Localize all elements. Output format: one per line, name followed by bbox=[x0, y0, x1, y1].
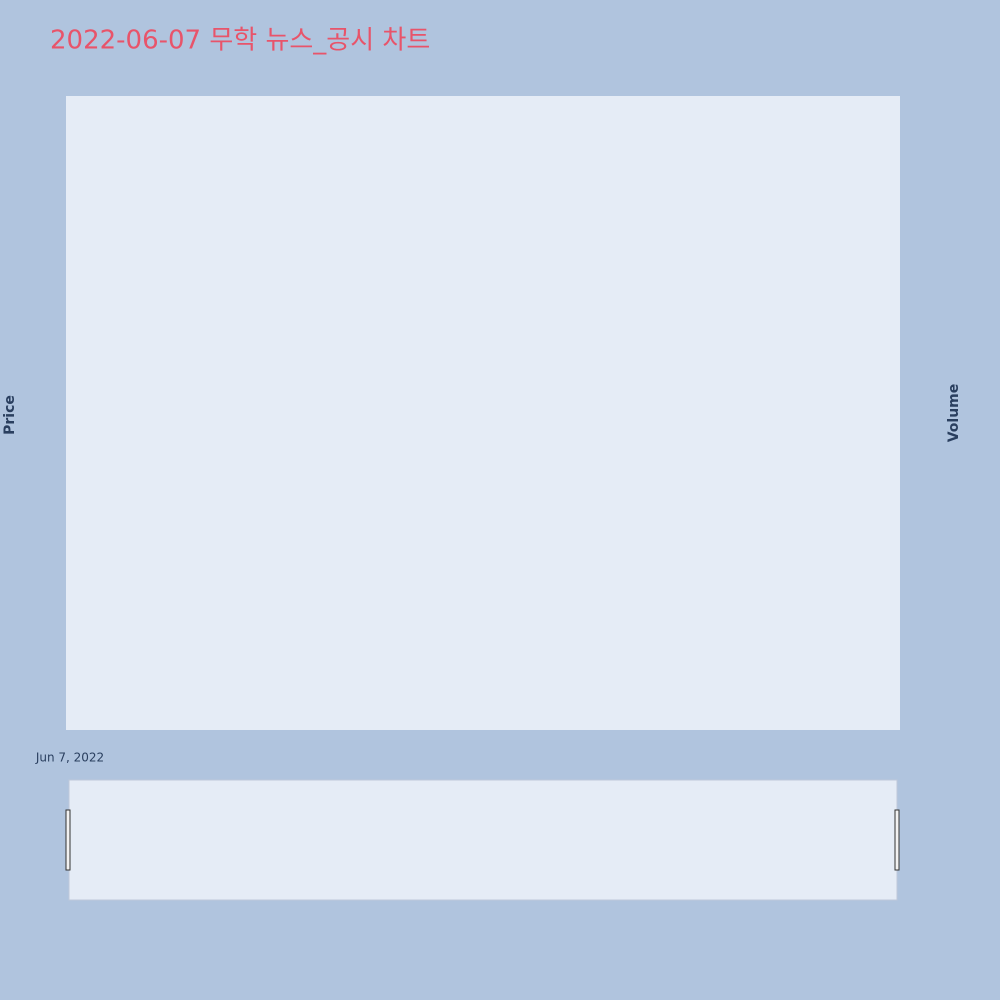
plot-area bbox=[66, 96, 900, 730]
x-date-label: Jun 7, 2022 bbox=[35, 751, 104, 765]
range-slider[interactable] bbox=[68, 779, 898, 901]
chart-title: 2022-06-07 무학 뉴스_공시 차트 bbox=[50, 26, 430, 56]
slider-handle[interactable] bbox=[65, 809, 71, 871]
slider-handle[interactable] bbox=[894, 809, 900, 871]
y2-axis-title: Volume bbox=[946, 384, 962, 443]
y-axis-title: Price bbox=[2, 395, 18, 435]
